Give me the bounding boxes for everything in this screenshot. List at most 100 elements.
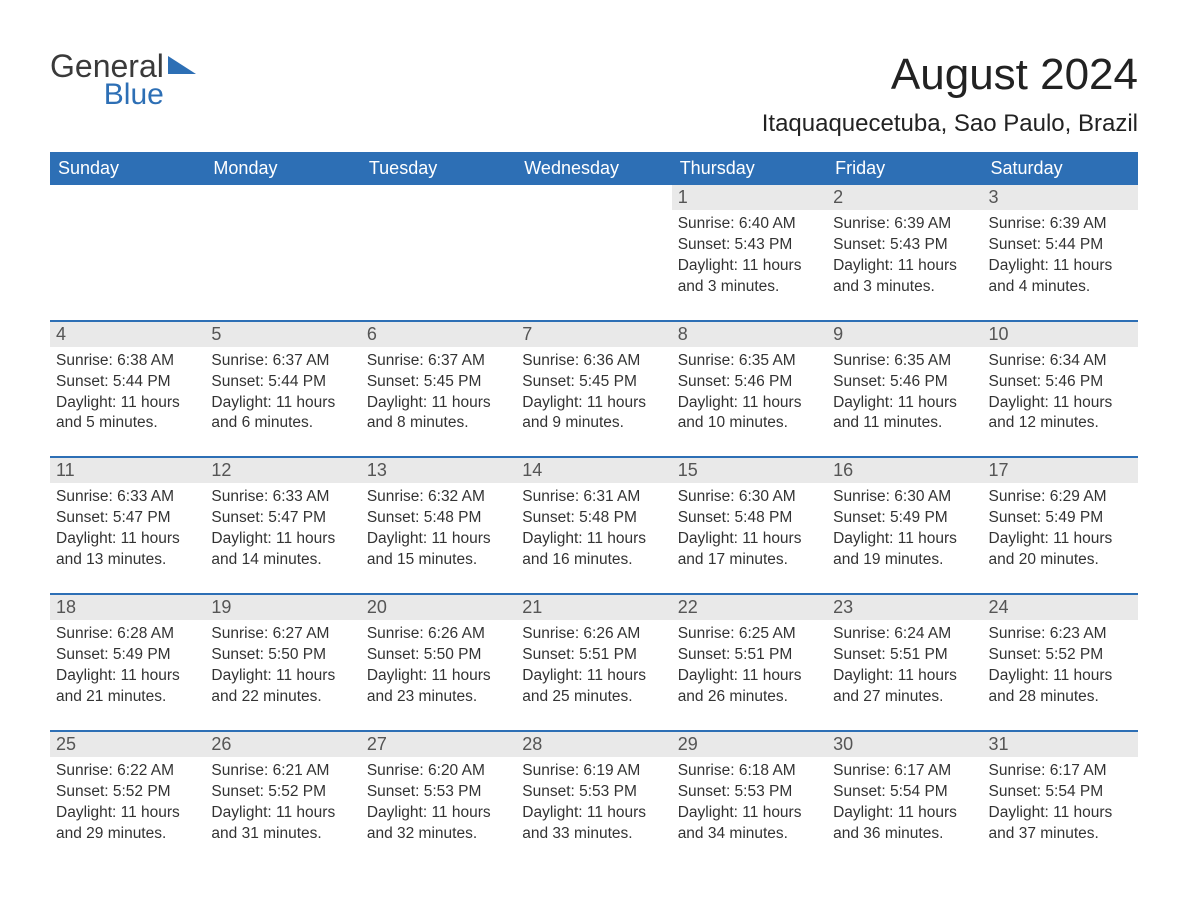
day-cell	[50, 185, 205, 321]
day-body: Sunrise: 6:35 AMSunset: 5:46 PMDaylight:…	[678, 351, 821, 435]
day-body: Sunrise: 6:23 AMSunset: 5:52 PMDaylight:…	[989, 624, 1132, 708]
day-number: 16	[827, 458, 982, 483]
day-cell: 7 Sunrise: 6:36 AMSunset: 5:45 PMDaylight…	[516, 321, 671, 458]
title-block: August 2024 Itaquaquecetuba, Sao Paulo, …	[762, 50, 1138, 138]
day-number: 23	[827, 595, 982, 620]
day-header: Thursday	[672, 152, 827, 185]
day-number: 2	[827, 185, 982, 210]
day-body: Sunrise: 6:26 AMSunset: 5:51 PMDaylight:…	[522, 624, 665, 708]
day-cell: 5 Sunrise: 6:37 AMSunset: 5:44 PMDaylight…	[205, 321, 360, 458]
day-cell: 28 Sunrise: 6:19 AMSunset: 5:53 PMDayligh…	[516, 731, 671, 867]
day-body: Sunrise: 6:27 AMSunset: 5:50 PMDaylight:…	[211, 624, 354, 708]
header: General Blue August 2024 Itaquaquecetuba…	[50, 50, 1138, 138]
day-body: Sunrise: 6:34 AMSunset: 5:46 PMDaylight:…	[989, 351, 1132, 435]
day-header: Friday	[827, 152, 982, 185]
day-number: 18	[50, 595, 205, 620]
day-header: Saturday	[983, 152, 1138, 185]
day-number: 13	[361, 458, 516, 483]
day-cell: 24Sunrise: 6:23 AMSunset: 5:52 PMDayligh…	[983, 594, 1138, 731]
day-cell: 14Sunrise: 6:31 AMSunset: 5:48 PMDayligh…	[516, 457, 671, 594]
day-number: 5	[205, 322, 360, 347]
logo-triangle-icon	[168, 56, 196, 74]
day-body: Sunrise: 6:30 AMSunset: 5:48 PMDaylight:…	[678, 487, 821, 571]
day-body: Sunrise: 6:38 AMSunset: 5:44 PMDaylight:…	[56, 351, 199, 435]
day-body: Sunrise: 6:28 AMSunset: 5:49 PMDaylight:…	[56, 624, 199, 708]
day-body: Sunrise: 6:26 AMSunset: 5:50 PMDaylight:…	[367, 624, 510, 708]
logo-line2: Blue	[50, 80, 164, 110]
day-body: Sunrise: 6:37 AMSunset: 5:45 PMDaylight:…	[367, 351, 510, 435]
day-number: 8	[672, 322, 827, 347]
day-cell: 2Sunrise: 6:39 AMSunset: 5:43 PMDaylight…	[827, 185, 982, 321]
day-cell: 20 Sunrise: 6:26 AMSunset: 5:50 PMDayligh…	[361, 594, 516, 731]
day-number: 31	[983, 732, 1138, 757]
day-body: Sunrise: 6:40 AMSunset: 5:43 PMDaylight:…	[678, 214, 821, 298]
day-body: Sunrise: 6:18 AMSunset: 5:53 PMDaylight:…	[678, 761, 821, 845]
day-number: 28	[516, 732, 671, 757]
day-body: Sunrise: 6:33 AMSunset: 5:47 PMDaylight:…	[56, 487, 199, 571]
day-cell: 8 Sunrise: 6:35 AMSunset: 5:46 PMDaylight…	[672, 321, 827, 458]
day-number: 14	[516, 458, 671, 483]
day-cell: 11Sunrise: 6:33 AMSunset: 5:47 PMDayligh…	[50, 457, 205, 594]
day-cell: 30 Sunrise: 6:17 AMSunset: 5:54 PMDayligh…	[827, 731, 982, 867]
day-number: 15	[672, 458, 827, 483]
day-number: 6	[361, 322, 516, 347]
day-number: 19	[205, 595, 360, 620]
day-body: Sunrise: 6:30 AMSunset: 5:49 PMDaylight:…	[833, 487, 976, 571]
day-number: 4	[50, 322, 205, 347]
day-cell: 23Sunrise: 6:24 AMSunset: 5:51 PMDayligh…	[827, 594, 982, 731]
day-cell: 10 Sunrise: 6:34 AMSunset: 5:46 PMDayligh…	[983, 321, 1138, 458]
day-cell: 26 Sunrise: 6:21 AMSunset: 5:52 PMDayligh…	[205, 731, 360, 867]
logo: General Blue	[50, 50, 196, 110]
day-cell: 21 Sunrise: 6:26 AMSunset: 5:51 PMDayligh…	[516, 594, 671, 731]
day-number: 20	[361, 595, 516, 620]
day-number: 25	[50, 732, 205, 757]
logo-text: General Blue	[50, 50, 164, 110]
day-body: Sunrise: 6:39 AMSunset: 5:44 PMDaylight:…	[989, 214, 1132, 298]
day-number: 9	[827, 322, 982, 347]
day-number: 10	[983, 322, 1138, 347]
day-cell: 12Sunrise: 6:33 AMSunset: 5:47 PMDayligh…	[205, 457, 360, 594]
day-number: 26	[205, 732, 360, 757]
day-body: Sunrise: 6:37 AMSunset: 5:44 PMDaylight:…	[211, 351, 354, 435]
day-number: 12	[205, 458, 360, 483]
day-cell	[516, 185, 671, 321]
day-cell: 19 Sunrise: 6:27 AMSunset: 5:50 PMDayligh…	[205, 594, 360, 731]
day-cell: 16 Sunrise: 6:30 AMSunset: 5:49 PMDayligh…	[827, 457, 982, 594]
day-header: Sunday	[50, 152, 205, 185]
day-body: Sunrise: 6:17 AMSunset: 5:54 PMDaylight:…	[989, 761, 1132, 845]
day-cell	[205, 185, 360, 321]
day-body: Sunrise: 6:19 AMSunset: 5:53 PMDaylight:…	[522, 761, 665, 845]
week-row: 11Sunrise: 6:33 AMSunset: 5:47 PMDayligh…	[50, 457, 1138, 594]
day-cell: 31 Sunrise: 6:17 AMSunset: 5:54 PMDayligh…	[983, 731, 1138, 867]
day-cell: 9 Sunrise: 6:35 AMSunset: 5:46 PMDaylight…	[827, 321, 982, 458]
day-number: 22	[672, 595, 827, 620]
day-cell: 13Sunrise: 6:32 AMSunset: 5:48 PMDayligh…	[361, 457, 516, 594]
day-cell: 25 Sunrise: 6:22 AMSunset: 5:52 PMDayligh…	[50, 731, 205, 867]
day-header: Tuesday	[361, 152, 516, 185]
calendar-table: SundayMondayTuesdayWednesdayThursdayFrid…	[50, 152, 1138, 866]
day-number: 30	[827, 732, 982, 757]
day-cell: 4 Sunrise: 6:38 AMSunset: 5:44 PMDaylight…	[50, 321, 205, 458]
day-header-row: SundayMondayTuesdayWednesdayThursdayFrid…	[50, 152, 1138, 185]
day-number: 7	[516, 322, 671, 347]
day-number: 29	[672, 732, 827, 757]
day-cell: 18 Sunrise: 6:28 AMSunset: 5:49 PMDayligh…	[50, 594, 205, 731]
day-number: 1	[672, 185, 827, 210]
day-number: 17	[983, 458, 1138, 483]
day-number: 21	[516, 595, 671, 620]
day-body: Sunrise: 6:29 AMSunset: 5:49 PMDaylight:…	[989, 487, 1132, 571]
day-body: Sunrise: 6:35 AMSunset: 5:46 PMDaylight:…	[833, 351, 976, 435]
day-body: Sunrise: 6:20 AMSunset: 5:53 PMDaylight:…	[367, 761, 510, 845]
day-body: Sunrise: 6:25 AMSunset: 5:51 PMDaylight:…	[678, 624, 821, 708]
week-row: 1 Sunrise: 6:40 AMSunset: 5:43 PMDaylight…	[50, 185, 1138, 321]
location: Itaquaquecetuba, Sao Paulo, Brazil	[762, 110, 1138, 138]
day-header: Wednesday	[516, 152, 671, 185]
day-body: Sunrise: 6:17 AMSunset: 5:54 PMDaylight:…	[833, 761, 976, 845]
day-cell: 22 Sunrise: 6:25 AMSunset: 5:51 PMDayligh…	[672, 594, 827, 731]
day-cell: 27Sunrise: 6:20 AMSunset: 5:53 PMDayligh…	[361, 731, 516, 867]
day-cell: 1 Sunrise: 6:40 AMSunset: 5:43 PMDaylight…	[672, 185, 827, 321]
day-body: Sunrise: 6:36 AMSunset: 5:45 PMDaylight:…	[522, 351, 665, 435]
day-cell: 15 Sunrise: 6:30 AMSunset: 5:48 PMDayligh…	[672, 457, 827, 594]
day-body: Sunrise: 6:21 AMSunset: 5:52 PMDaylight:…	[211, 761, 354, 845]
day-body: Sunrise: 6:22 AMSunset: 5:52 PMDaylight:…	[56, 761, 199, 845]
